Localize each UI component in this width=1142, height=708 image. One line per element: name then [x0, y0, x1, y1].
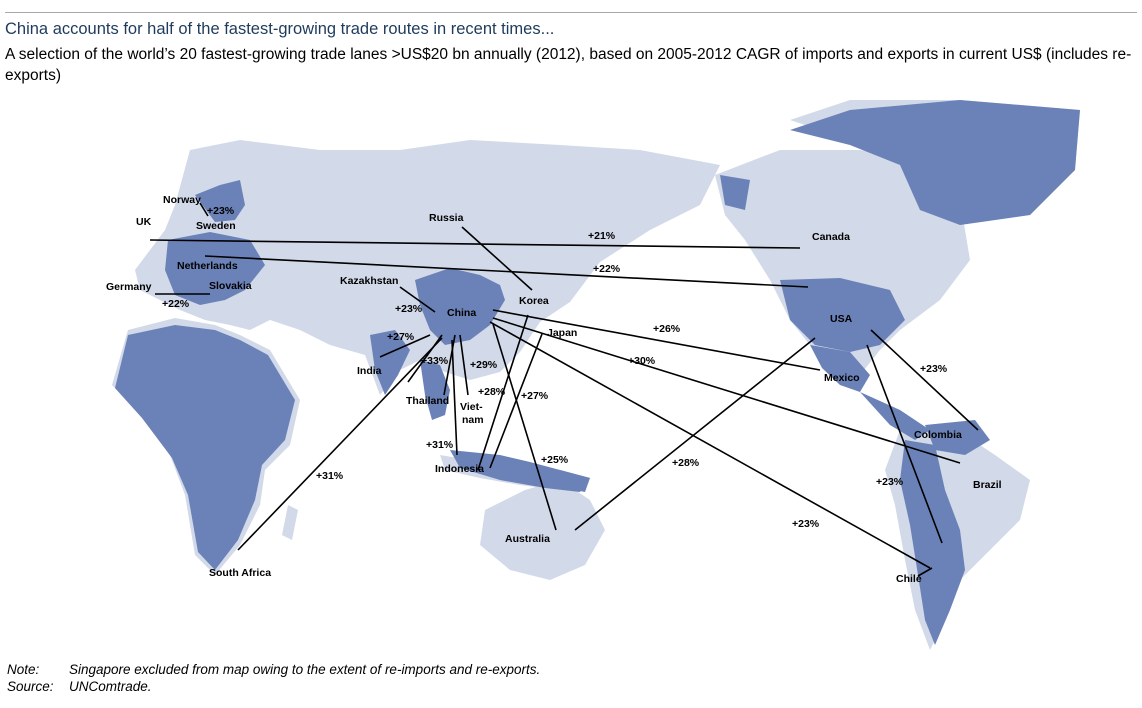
growth-uk-canada: +21%	[588, 230, 616, 242]
label-china: China	[447, 307, 476, 319]
growth-china-brazil: +30%	[628, 355, 656, 367]
label-netherlands: Netherlands	[177, 260, 238, 272]
growth-china-mexico: +26%	[653, 323, 681, 335]
route-uk-canada	[149, 239, 801, 249]
label-brazil: Brazil	[973, 479, 1002, 491]
trade-routes	[149, 202, 979, 577]
route-australia-usa	[574, 337, 816, 531]
note-key: Note:	[7, 662, 40, 677]
label-usa: USA	[830, 313, 853, 325]
route-china-south-africa	[237, 337, 443, 551]
route-china-brazil	[492, 317, 961, 464]
source-row: Source: UNComtrade.	[7, 678, 540, 695]
page-title: China accounts for half of the fastest-g…	[5, 20, 555, 38]
australia-dark-part	[560, 470, 590, 492]
label-germany: Germany	[106, 281, 152, 293]
growth-china-kazakhstan: +23%	[395, 303, 423, 315]
growth-australia-usa: +28%	[672, 457, 700, 469]
label-colombia: Colombia	[914, 429, 962, 441]
footnotes: Note: Singapore excluded from map owing …	[7, 661, 540, 695]
growth-china-india: +27%	[387, 331, 415, 343]
madagascar-shape	[282, 505, 298, 540]
growth-china-indonesia-b: +31%	[426, 439, 454, 451]
australia-shape	[480, 480, 605, 580]
source-key: Source:	[7, 679, 54, 694]
route-china-vietnam-b	[459, 334, 469, 396]
growth-japan-indonesia: +27%	[521, 390, 549, 402]
route-china-australia	[492, 323, 557, 531]
route-china-indonesia-b	[451, 339, 458, 456]
label-south-africa: South Africa	[209, 567, 271, 579]
top-rule	[5, 12, 1137, 13]
label-kazakhstan: Kazakhstan	[340, 275, 398, 287]
label-canada: Canada	[812, 231, 850, 243]
scandinavia-dark	[195, 180, 245, 222]
route-china-chile	[489, 321, 931, 569]
growth-netherlands-usa: +22%	[593, 263, 621, 275]
africa-dark	[115, 325, 295, 570]
growth-china-australia: +25%	[541, 454, 569, 466]
china-dark	[415, 268, 505, 345]
growth-china-vietnam: +29%	[470, 359, 498, 371]
label-japan: Japan	[547, 327, 577, 339]
route-usa-colombia	[870, 329, 979, 431]
label-vietnam-1: Viet-	[460, 401, 483, 413]
route-netherlands-usa	[204, 255, 809, 288]
label-norway: Norway	[163, 194, 201, 206]
country-labels: Norway Sweden UK Netherlands Germany Slo…	[106, 194, 1002, 585]
growth-china-south-africa: +31%	[316, 470, 344, 482]
growth-china-thailand: +33%	[421, 355, 449, 367]
label-russia: Russia	[429, 212, 464, 224]
world-map: Norway Sweden UK Netherlands Germany Slo…	[106, 100, 1080, 650]
label-thailand: Thailand	[406, 395, 449, 407]
route-china-mexico	[492, 309, 821, 371]
seasia-dark	[420, 360, 450, 420]
route-usa-chile	[866, 344, 943, 544]
route-chile-tick	[917, 567, 933, 577]
growth-usa-chile: +23%	[876, 476, 904, 488]
route-russia-korea	[461, 226, 533, 291]
label-mexico: Mexico	[824, 372, 860, 384]
growth-usa-colombia: +23%	[920, 363, 948, 375]
south-america-west-dark	[900, 440, 965, 645]
route-kazakhstan-china	[399, 286, 436, 313]
greenland-dark	[790, 100, 1080, 225]
label-uk: UK	[136, 216, 152, 228]
growth-norway-sweden: +23%	[207, 205, 235, 217]
colombia-dark	[925, 420, 990, 455]
label-sweden: Sweden	[196, 220, 236, 232]
label-chile: Chile	[896, 573, 922, 585]
label-vietnam-2: nam	[462, 414, 484, 426]
growth-china-chile: +23%	[792, 518, 820, 530]
mexico-dark	[810, 345, 870, 392]
growth-china-indonesia-a: +28%	[478, 386, 506, 398]
note-text: Singapore excluded from map owing to the…	[69, 662, 541, 677]
land-dark	[115, 100, 1080, 645]
label-australia: Australia	[505, 533, 550, 545]
label-india: India	[357, 365, 382, 377]
note-row: Note: Singapore excluded from map owing …	[7, 661, 540, 678]
route-china-india	[379, 334, 431, 358]
india-dark	[370, 330, 410, 395]
europe-dark	[165, 232, 265, 305]
page-subtitle: A selection of the world’s 20 fastest-gr…	[5, 46, 1132, 84]
growth-labels: +23% +21% +22% +22% +23% +27% +33% +29% …	[162, 205, 948, 530]
label-korea: Korea	[519, 295, 549, 307]
growth-germany-slovakia: +22%	[162, 298, 190, 310]
label-slovakia: Slovakia	[209, 280, 252, 292]
route-china-indonesia-a	[477, 314, 529, 471]
central-america-dark	[860, 392, 930, 440]
label-indonesia: Indonesia	[435, 463, 484, 475]
route-norway-sweden	[199, 202, 209, 217]
north-america-arctic-dark	[720, 175, 750, 210]
indonesia-dark	[450, 450, 590, 492]
route-china-vietnam-a	[443, 334, 456, 396]
north-america-shape	[715, 150, 970, 375]
japan-shape	[530, 275, 560, 320]
source-text: UNComtrade.	[69, 679, 152, 694]
